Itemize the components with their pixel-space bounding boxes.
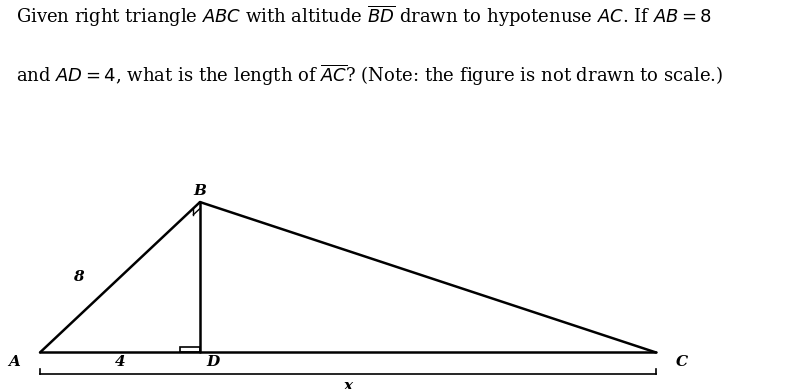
Text: A: A [8,355,20,369]
Text: D: D [206,355,219,369]
Text: B: B [194,184,206,198]
Text: and $\mathit{AD}=4$, what is the length of $\overline{AC}$? (Note: the figure is: and $\mathit{AD}=4$, what is the length … [16,62,723,88]
Text: 8: 8 [74,270,84,284]
Text: 4: 4 [114,355,126,369]
Bar [180,347,200,352]
Text: C: C [676,355,688,369]
Text: Given right triangle $\mathit{ABC}$ with altitude $\overline{BD}$ drawn to hypot: Given right triangle $\mathit{ABC}$ with… [16,4,712,29]
Text: x: x [343,379,353,389]
